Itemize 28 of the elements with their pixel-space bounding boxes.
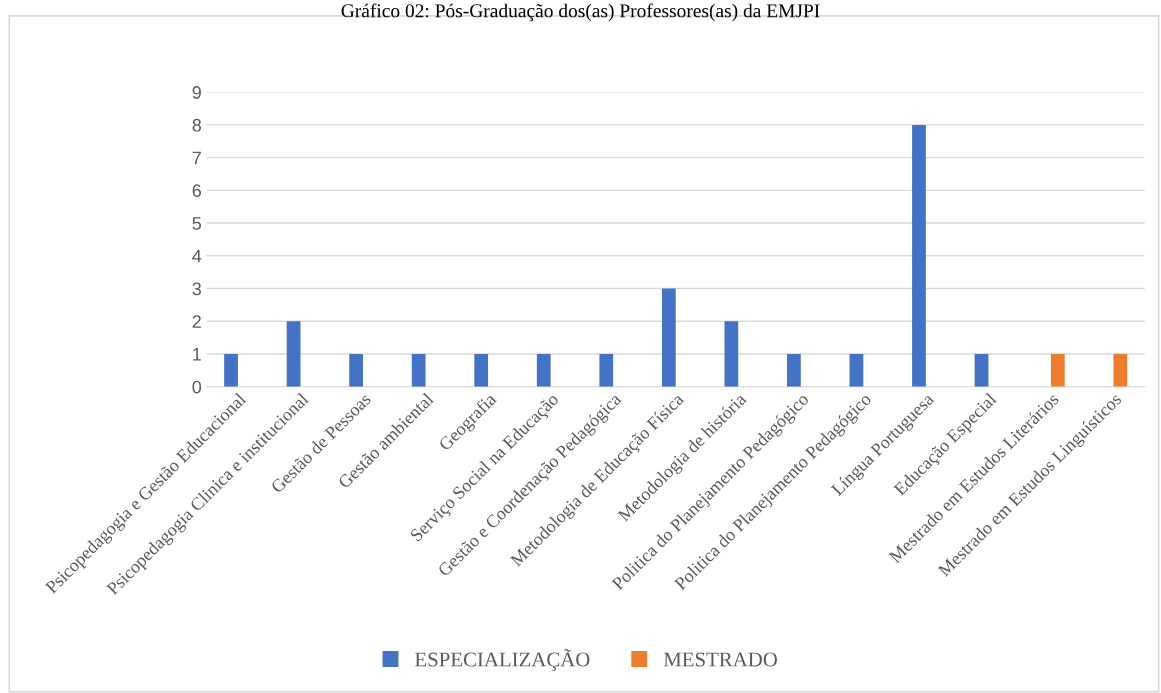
- bar: [724, 321, 739, 387]
- y-tick-label: 0: [192, 380, 202, 394]
- legend-label: MESTRADO: [663, 652, 777, 667]
- y-tick-label: 4: [192, 249, 202, 263]
- bar: [787, 353, 801, 387]
- bar: [411, 353, 426, 387]
- y-tick-label: 5: [192, 217, 202, 230]
- bar: [599, 353, 614, 387]
- y-tick-label: 9: [192, 86, 201, 99]
- bar: [974, 353, 989, 387]
- bar: [474, 353, 489, 387]
- y-tick-label: 6: [192, 184, 201, 198]
- bar: [661, 288, 676, 387]
- bar: [536, 353, 551, 387]
- bar: [349, 353, 364, 387]
- y-tick-label: 7: [192, 151, 201, 165]
- bar: [286, 321, 301, 387]
- legend-label: ESPECIALIZAÇÃO: [415, 648, 590, 671]
- chart-title: Gráfico 02: Pós-Graduação dos(as) Professores(as) da EMJPI: [341, 3, 820, 22]
- y-tick-label: 3: [192, 282, 201, 296]
- bar: [1050, 353, 1065, 387]
- bar: [912, 124, 926, 387]
- bar: [849, 353, 864, 387]
- bar: [224, 353, 238, 387]
- y-tick-label: 2: [192, 315, 201, 328]
- bar: [1113, 353, 1128, 387]
- y-tick-label: 8: [192, 118, 202, 132]
- y-tick-label: 1: [193, 348, 201, 361]
